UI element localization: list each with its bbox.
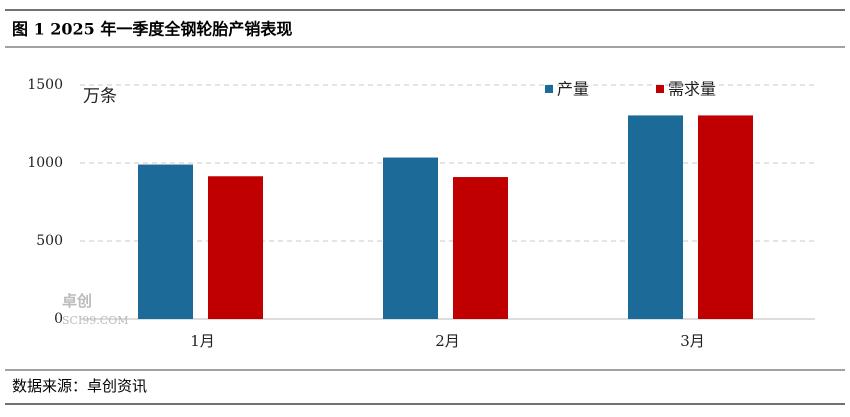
x-tick-label: 1月 [190, 332, 215, 350]
x-tick-label: 2月 [435, 332, 460, 350]
watermark: SCI99.COM [62, 314, 129, 327]
legend-swatch [545, 85, 553, 93]
bar [138, 164, 193, 319]
legend-label: 需求量 [668, 80, 716, 99]
legend-label: 产量 [557, 80, 589, 99]
bar [208, 176, 263, 319]
y-tick-label: 1000 [27, 155, 63, 171]
source-note: 数据来源：卓创资讯 [12, 377, 147, 395]
x-tick-label: 3月 [680, 332, 705, 350]
bar [453, 177, 508, 319]
bar [698, 115, 753, 319]
y-axis-unit: 万条 [83, 87, 117, 107]
bar [628, 115, 683, 319]
legend-swatch [656, 85, 664, 93]
y-tick-label: 500 [36, 233, 63, 249]
bar [383, 157, 438, 319]
chart-title: 图 1 2025 年一季度全钢轮胎产销表现 [12, 20, 292, 39]
y-tick-label: 0 [54, 311, 63, 327]
watermark: 卓创 [62, 292, 92, 310]
y-tick-label: 1500 [27, 77, 63, 93]
